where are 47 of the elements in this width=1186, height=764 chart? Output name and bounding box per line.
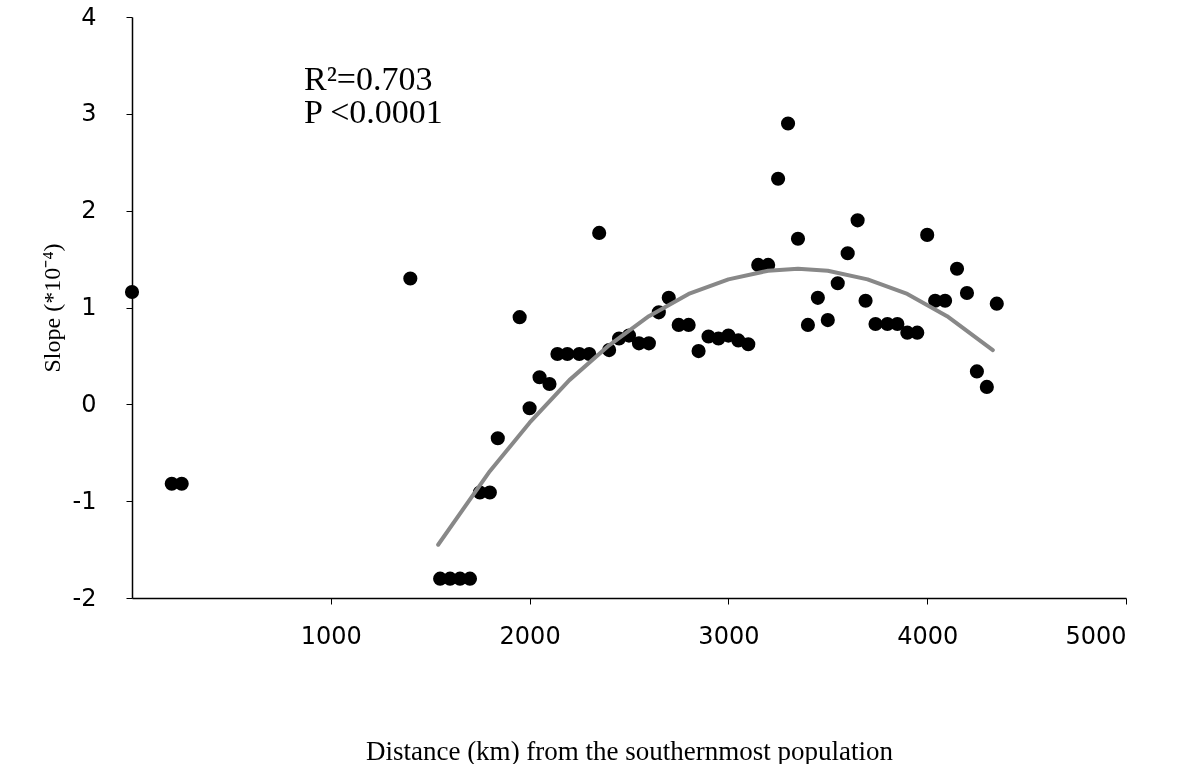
x-tick-label: 1000 [300, 621, 362, 650]
point [858, 293, 873, 308]
point [830, 276, 845, 291]
point [490, 431, 505, 446]
point [840, 246, 855, 261]
y-tick-label: -1 [72, 486, 97, 515]
y-tick-label: 2 [81, 196, 97, 225]
point [124, 284, 140, 300]
point [959, 285, 975, 301]
point [780, 116, 796, 131]
point [512, 310, 527, 325]
point [532, 370, 547, 385]
point [910, 325, 925, 340]
point [592, 225, 607, 240]
point [482, 485, 497, 500]
point [542, 376, 557, 392]
point [810, 290, 825, 305]
point [868, 316, 883, 332]
y-tick-label: 4 [81, 2, 97, 31]
point [820, 313, 835, 328]
point [850, 213, 865, 228]
point [522, 401, 537, 416]
y-axis-title: Slope (*10⁻⁴) [38, 243, 65, 373]
point [890, 316, 905, 332]
point [641, 336, 656, 351]
x-tick-label: 5000 [1065, 621, 1127, 650]
y-tick-label: 3 [81, 99, 97, 128]
y-tick-label: -2 [72, 583, 97, 612]
point [691, 344, 706, 359]
point [989, 296, 1004, 311]
point [979, 379, 994, 394]
point [790, 231, 806, 246]
point [920, 227, 935, 242]
point [681, 317, 696, 332]
point [949, 261, 965, 276]
y-tick-label: 0 [81, 389, 97, 418]
x-tick-label: 4000 [897, 621, 959, 650]
point [771, 171, 786, 186]
point [174, 476, 189, 491]
y-tick-label: 1 [81, 293, 97, 321]
x-tick-label: 2000 [499, 621, 561, 650]
point [800, 317, 815, 332]
point [938, 293, 953, 308]
point [969, 364, 984, 379]
x-tick-label: 3000 [698, 621, 760, 650]
point [741, 337, 756, 352]
point [403, 271, 418, 286]
